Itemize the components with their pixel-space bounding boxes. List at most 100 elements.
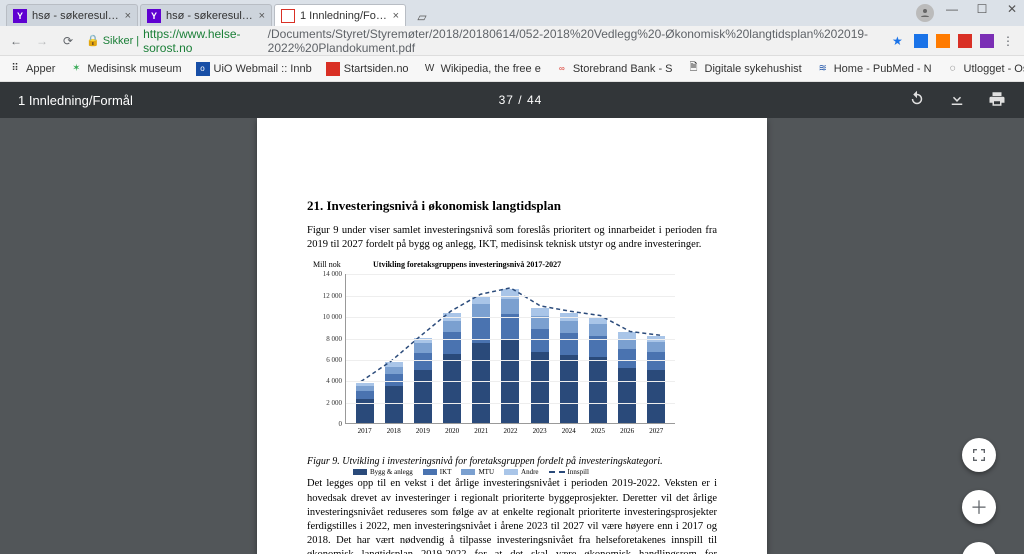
browser-tab[interactable]: Y hsø - søkeresultater fra Y × [6,4,138,26]
tab-favicon: Y [147,9,161,23]
y-tick-label: 14 000 [318,270,342,278]
legend-label: IKT [440,468,452,476]
bar-segment-mtu [647,342,665,352]
bookmark-item[interactable]: 🗎Digitale sykehushist [687,62,802,76]
bookmark-label: Digitale sykehushist [705,63,802,75]
pdf-page: 21. Investeringsnivå i økonomisk langtid… [257,118,767,554]
bar-column: 2020 [443,313,461,423]
browser-tab-active[interactable]: 1 Innledning/Formål × [274,4,406,26]
y-tick-label: 10 000 [318,313,342,321]
bar-segment-ikt [618,349,636,367]
bookmark-label: Wikipedia, the free e [441,63,541,75]
download-button[interactable] [948,90,966,111]
bookmark-item[interactable]: WWikipedia, the free e [423,62,541,76]
close-window-button[interactable]: ✕ [1004,2,1020,16]
separator: / [518,93,522,107]
bar-column: 2018 [385,362,403,423]
legend-item: Innspill [549,468,589,476]
new-tab-button[interactable]: ▱ [412,8,432,26]
bar-segment-ikt [356,391,374,399]
bar-segment-bygg [472,343,490,423]
y-tick-label: 4 000 [318,377,342,385]
bookmark-favicon: ✶ [69,62,83,76]
bar-segment-ikt [414,353,432,370]
extension-icon[interactable] [936,34,950,48]
back-button[interactable]: ← [8,34,24,48]
rotate-button[interactable] [908,90,926,111]
forward-button[interactable]: → [34,34,50,48]
menu-button[interactable]: ⋮ [1002,34,1016,48]
bookmark-item[interactable]: ◌Utlogget - Oslo Pens [946,62,1024,76]
x-tick-label: 2022 [497,427,523,435]
bar-column: 2027 [647,336,665,423]
section-title: 21. Investeringsnivå i økonomisk langtid… [307,198,717,214]
bar-segment-mtu [589,324,607,336]
x-tick-label: 2026 [614,427,640,435]
x-tick-label: 2024 [556,427,582,435]
minimize-button[interactable]: — [944,2,960,16]
legend-swatch [461,469,475,475]
pdf-icon [281,9,295,23]
separator: | [136,35,139,47]
y-tick-label: 0 [318,420,342,428]
bar-segment-bygg [589,357,607,423]
bookmark-star-icon[interactable]: ★ [892,34,906,48]
tab-favicon: Y [13,9,27,23]
legend-swatch [423,469,437,475]
bookmark-item[interactable]: ✶Medisinsk museum [69,62,181,76]
pdf-toolbar: 1 Innledning/Formål 37 / 44 [0,82,1024,118]
bookmark-item[interactable]: ≋Home - PubMed - N [816,62,932,76]
apps-button[interactable]: ⠿Apper [8,62,55,76]
paragraph: Figur 9 under viser samlet investeringsn… [307,224,717,252]
bookmark-item[interactable]: oUiO Webmail :: Innb [196,62,312,76]
legend-item: IKT [423,468,452,476]
bar-segment-bygg [531,352,549,424]
x-tick-label: 2019 [410,427,436,435]
bar-segment-mtu [560,321,578,333]
maximize-button[interactable]: ☐ [974,2,990,16]
legend-label: Innspill [568,468,589,476]
chart-legend: Bygg & anleggIKTMTUAndreInnspill [353,468,693,476]
reload-button[interactable]: ⟳ [60,34,76,48]
x-tick-label: 2018 [381,427,407,435]
close-icon[interactable]: × [259,10,265,22]
bar-segment-mtu [618,339,636,350]
print-button[interactable] [988,90,1006,111]
y-tick-label: 8 000 [318,335,342,343]
bookmark-item[interactable]: ∞Storebrand Bank - S [555,62,673,76]
bookmark-favicon: ≋ [816,62,830,76]
tab-title: 1 Innledning/Formål [300,10,389,22]
bar-column: 2026 [618,332,636,423]
x-tick-label: 2027 [643,427,669,435]
pdf-viewport[interactable]: 21. Investeringsnivå i økonomisk langtid… [0,118,1024,554]
zoom-out-button[interactable]: － [962,542,996,554]
bar-segment-andre [501,289,519,299]
url-host: https://www.helse-sorost.no [143,27,264,55]
extension-icon[interactable] [958,34,972,48]
profile-avatar-button[interactable] [916,4,934,22]
legend-item: Bygg & anlegg [353,468,413,476]
fit-page-button[interactable] [962,438,996,472]
y-tick-label: 12 000 [318,292,342,300]
legend-item: Andre [504,468,539,476]
bookmark-label: UiO Webmail :: Innb [214,63,312,75]
url-field[interactable]: 🔒 Sikker | https://www.helse-sorost.no/D… [86,27,882,55]
browser-tab[interactable]: Y hsø - søkeresultater fra Y × [140,4,272,26]
extension-icon[interactable] [980,34,994,48]
close-icon[interactable]: × [393,10,399,22]
bookmark-item[interactable]: Startsiden.no [326,62,409,76]
extension-icon[interactable] [914,34,928,48]
figure-caption: Figur 9. Utvikling i investeringsnivå fo… [307,456,717,467]
bookmark-bar: ⠿Apper ✶Medisinsk museum oUiO Webmail ::… [0,56,1024,82]
bar-segment-ikt [560,333,578,354]
close-icon[interactable]: × [125,10,131,22]
person-icon [919,7,931,19]
secure-label: Sikker [103,35,134,47]
bar-segment-bygg [618,368,636,424]
pdf-page-indicator[interactable]: 37 / 44 [133,93,908,107]
address-bar-actions: ★ ⋮ [892,34,1016,48]
zoom-in-button[interactable]: ＋ [962,490,996,524]
chart-title: Utvikling foretaksgruppens investeringsn… [373,260,561,269]
bookmark-label: Apper [26,63,55,75]
lock-icon: 🔒 [86,34,100,47]
